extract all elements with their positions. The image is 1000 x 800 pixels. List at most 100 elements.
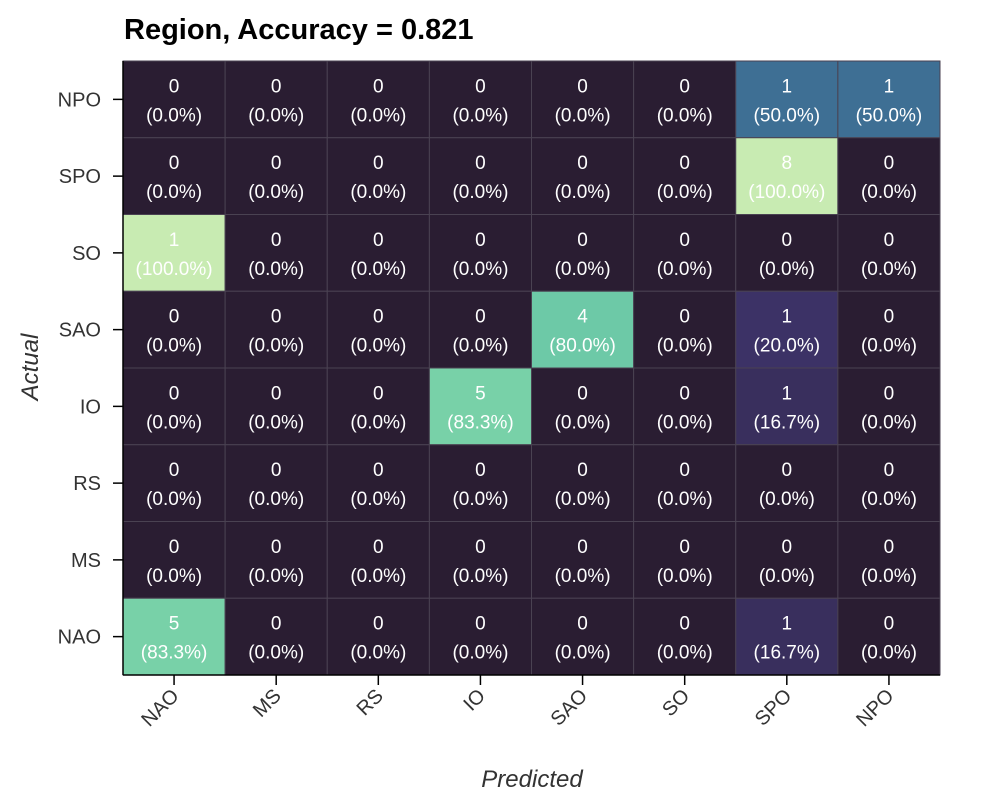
cell-percent-label: (0.0%) xyxy=(657,105,713,126)
cell-count-label: 0 xyxy=(679,614,690,635)
cell-percent-label: (0.0%) xyxy=(350,643,406,664)
cell-count-label: 0 xyxy=(475,460,486,481)
cell-count-label: 1 xyxy=(782,307,793,328)
cell-count-label: 0 xyxy=(373,153,384,174)
cell-percent-label: (0.0%) xyxy=(248,489,304,510)
cell-percent-label: (83.3%) xyxy=(141,643,208,664)
cell-percent-label: (0.0%) xyxy=(350,182,406,203)
cell-count-label: 0 xyxy=(373,614,384,635)
heatmap-cell xyxy=(837,444,941,522)
cell-count-label: 0 xyxy=(475,537,486,558)
cell-count-label: 0 xyxy=(373,307,384,328)
cell-percent-label: (0.0%) xyxy=(657,566,713,587)
x-tick-label: RS xyxy=(353,685,388,720)
cell-count-label: 0 xyxy=(271,537,282,558)
cell-count-label: 1 xyxy=(782,76,793,97)
cell-percent-label: (0.0%) xyxy=(452,336,508,357)
x-tick-label: NAO xyxy=(137,685,183,731)
cell-count-label: 0 xyxy=(475,307,486,328)
cell-count-label: 0 xyxy=(884,537,895,558)
cell-percent-label: (0.0%) xyxy=(146,412,202,433)
heatmap-cell xyxy=(531,290,635,369)
x-tick-label: SPO xyxy=(751,685,796,730)
heatmap-cell xyxy=(326,597,430,676)
y-tick-label: MS xyxy=(71,550,101,572)
y-tick-label: RS xyxy=(73,473,101,495)
cell-count-label: 0 xyxy=(679,460,690,481)
cell-percent-label: (16.7%) xyxy=(754,643,821,664)
cell-count-label: 5 xyxy=(169,614,180,635)
cell-count-label: 0 xyxy=(577,153,588,174)
cell-count-label: 0 xyxy=(271,383,282,404)
cell-count-label: 0 xyxy=(271,614,282,635)
heatmap-cell xyxy=(122,290,226,369)
cell-count-label: 0 xyxy=(884,230,895,251)
cell-percent-label: (0.0%) xyxy=(452,566,508,587)
cell-percent-label: (0.0%) xyxy=(759,489,815,510)
cell-count-label: 0 xyxy=(884,614,895,635)
heatmap-cell xyxy=(224,521,328,599)
cell-count-label: 0 xyxy=(373,76,384,97)
heatmap-cell xyxy=(531,444,635,522)
y-tick-label: SO xyxy=(72,243,101,265)
cell-count-label: 0 xyxy=(475,230,486,251)
heatmap-cell xyxy=(122,367,226,446)
cell-count-label: 5 xyxy=(475,383,486,404)
cell-percent-label: (16.7%) xyxy=(754,412,821,433)
heatmap-cell xyxy=(735,521,839,599)
cell-percent-label: (0.0%) xyxy=(452,182,508,203)
heatmap-cell xyxy=(428,597,532,676)
cell-percent-label: (0.0%) xyxy=(146,336,202,357)
cell-count-label: 0 xyxy=(169,153,180,174)
cell-count-label: 0 xyxy=(577,460,588,481)
cell-percent-label: (0.0%) xyxy=(248,259,304,280)
cell-count-label: 1 xyxy=(169,230,180,251)
cell-percent-label: (20.0%) xyxy=(754,336,821,357)
y-tick-label: SPO xyxy=(59,166,101,188)
cell-count-label: 0 xyxy=(884,383,895,404)
cell-count-label: 0 xyxy=(679,76,690,97)
y-tick-labels: NPO SPO SO SAO IO RS MS NAO xyxy=(58,89,123,649)
heatmap-cell xyxy=(428,444,532,522)
cell-percent-label: (0.0%) xyxy=(452,643,508,664)
heatmap-cell xyxy=(837,367,941,446)
cell-percent-label: (0.0%) xyxy=(657,412,713,433)
cell-count-label: 0 xyxy=(679,153,690,174)
cell-percent-label: (0.0%) xyxy=(555,566,611,587)
cell-count-label: 0 xyxy=(782,537,793,558)
cell-count-label: 0 xyxy=(577,383,588,404)
heatmap-cell xyxy=(633,444,737,522)
cell-count-label: 0 xyxy=(271,307,282,328)
heatmap-cell xyxy=(837,60,941,139)
heatmap-cell xyxy=(633,137,737,215)
cell-count-label: 0 xyxy=(373,537,384,558)
heatmap-cell xyxy=(531,137,635,215)
cell-count-label: 0 xyxy=(169,76,180,97)
heatmap-cell xyxy=(633,597,737,676)
x-axis-label: Predicted xyxy=(481,766,583,793)
cell-count-label: 0 xyxy=(475,614,486,635)
cell-percent-label: (0.0%) xyxy=(555,643,611,664)
heatmap-cell xyxy=(735,367,839,446)
cell-percent-label: (0.0%) xyxy=(452,489,508,510)
heatmap-cells xyxy=(122,60,941,676)
cell-percent-label: (0.0%) xyxy=(146,105,202,126)
heatmap-cell xyxy=(224,290,328,369)
cell-percent-label: (0.0%) xyxy=(759,259,815,280)
heatmap-cell xyxy=(224,214,328,292)
heatmap-cell xyxy=(326,214,430,292)
cell-percent-label: (0.0%) xyxy=(248,336,304,357)
cell-count-label: 0 xyxy=(373,230,384,251)
cell-percent-label: (0.0%) xyxy=(555,105,611,126)
cell-percent-label: (0.0%) xyxy=(350,105,406,126)
cell-count-label: 1 xyxy=(884,76,895,97)
heatmap-cell xyxy=(224,137,328,215)
cell-percent-label: (100.0%) xyxy=(748,182,825,203)
cell-percent-label: (50.0%) xyxy=(754,105,821,126)
heatmap-cell xyxy=(633,521,737,599)
heatmap-cell xyxy=(326,60,430,139)
heatmap-cell xyxy=(224,60,328,139)
heatmap-cell xyxy=(326,367,430,446)
heatmap-cell xyxy=(122,60,226,139)
cell-percent-label: (0.0%) xyxy=(657,259,713,280)
